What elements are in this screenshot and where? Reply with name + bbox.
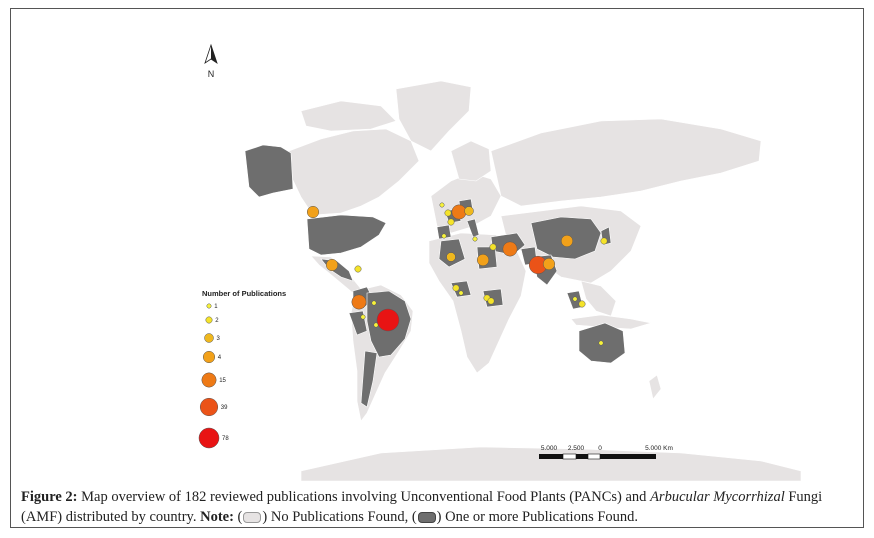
publication-circle-egypt <box>476 253 490 267</box>
swatch-no-publications <box>243 512 262 524</box>
country-italy <box>466 218 480 238</box>
figure-caption: Figure 2: Map overview of 182 reviewed p… <box>21 487 861 527</box>
legend-label-39: 39 <box>221 405 228 411</box>
publication-circle-brazil <box>376 308 400 332</box>
caption-text-3: ( <box>233 509 243 525</box>
legend-label-15: 15 <box>219 378 226 384</box>
legend-title: Number of Publications <box>202 289 286 298</box>
scale-label-1: 2.500 <box>568 445 585 452</box>
legend-symbol-78 <box>198 427 220 449</box>
country-spain <box>436 224 452 240</box>
legend-symbol-4 <box>202 350 216 364</box>
publication-circle-poland <box>464 206 474 216</box>
legend-symbol-15 <box>201 372 217 388</box>
scale-label-0: 5.000 <box>541 445 558 452</box>
legend-label-1: 1 <box>214 304 218 310</box>
scale-label-3: 5.000 Km <box>645 445 673 452</box>
legend-symbol-3 <box>204 333 214 343</box>
greenland <box>395 80 472 152</box>
scale-bar: 5.000 2.500 0 5.000 Km <box>539 445 673 460</box>
publication-circle-spain <box>441 233 447 239</box>
caption-text-1: Map overview of 182 reviewed publication… <box>77 489 651 505</box>
caption-text-2: Fungi (AMF) distributed by country. <box>21 489 823 525</box>
legend-label-78: 78 <box>222 436 229 442</box>
country-argentina <box>360 350 378 408</box>
publication-circle-italy <box>472 236 478 242</box>
scale-label-2: 0 <box>598 445 602 452</box>
north-letter: N <box>208 69 215 79</box>
legend-label-2: 2 <box>215 318 219 324</box>
publication-circle-thailand <box>572 296 578 302</box>
publication-circle-uk <box>439 202 445 208</box>
legend-symbol-39 <box>199 397 219 417</box>
caption-text-5: ) One or more Publications Found. <box>436 509 639 525</box>
antarctica <box>300 446 802 482</box>
indonesia <box>570 314 652 330</box>
publication-circle-france-west <box>447 218 455 226</box>
legend-symbol-2 <box>205 316 213 324</box>
note-label: Note: <box>200 509 234 525</box>
caption-italic: Arbucular Mycorrhizal <box>650 489 785 505</box>
publication-circle-cameroon <box>458 290 464 296</box>
publication-circle-colombia <box>351 294 367 310</box>
publication-circle-kenya <box>487 297 495 305</box>
legend-label-4: 4 <box>218 355 222 361</box>
publication-circle-usa-west <box>306 205 320 219</box>
publication-circle-algeria <box>446 252 456 262</box>
north-arrow: N <box>204 43 218 79</box>
southeast-asia <box>580 280 617 317</box>
map-legend: Number of Publications 1 2 3 4 15 39 78 <box>198 289 286 449</box>
publication-circle-japan <box>600 237 608 245</box>
publication-circle-australia <box>598 340 604 346</box>
scandinavia <box>450 140 492 182</box>
publication-circle-caribbean <box>354 265 362 273</box>
publication-circle-mexico <box>325 258 339 272</box>
canada <box>288 128 420 216</box>
publication-circle-venezuela <box>371 300 377 306</box>
publication-circle-peru <box>360 314 366 320</box>
publication-circle-iran <box>502 241 518 257</box>
publication-circle-france <box>444 209 452 217</box>
publication-circle-bangladesh <box>542 257 556 271</box>
russia <box>490 118 762 207</box>
country-usa <box>306 214 387 256</box>
arctic-islands <box>300 100 397 132</box>
publication-circle-nigeria <box>452 284 460 292</box>
publication-circle-malaysia <box>578 300 586 308</box>
legend-label-3: 3 <box>217 336 221 342</box>
caption-text-4: ) No Publications Found, ( <box>262 509 417 525</box>
country-alaska <box>244 144 294 198</box>
publication-circle-germany <box>451 204 467 220</box>
publication-circle-turkey <box>489 243 497 251</box>
figure-label: Figure 2: <box>21 489 78 505</box>
swatch-publications <box>417 512 436 524</box>
publication-circles <box>306 202 608 346</box>
figure-frame: N Number of Publications 1 2 3 4 15 39 78 5.00… <box>10 8 864 528</box>
publication-circle-china <box>560 234 574 248</box>
new-zealand <box>648 374 662 400</box>
legend-symbol-1 <box>206 303 212 309</box>
world-map: N Number of Publications 1 2 3 4 15 39 78 5.00… <box>198 43 802 482</box>
